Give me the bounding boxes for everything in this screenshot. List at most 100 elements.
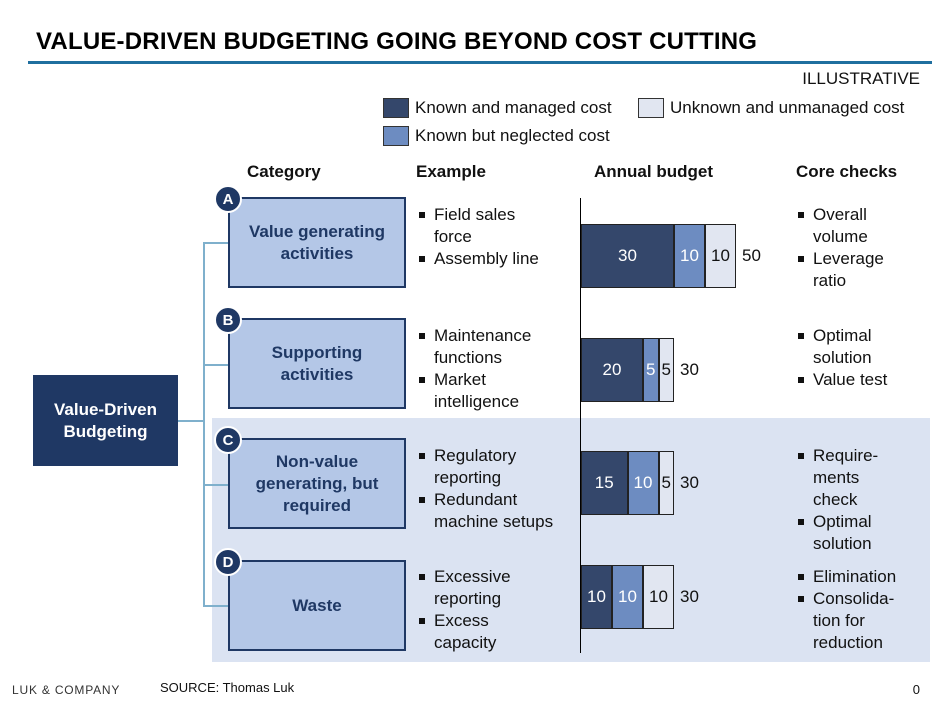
core-check-item: Value test [796,369,887,391]
core-check-item: Consolida-tion for reduction [796,588,896,654]
budget-bar-b: 20 5 5 [581,338,674,402]
category-label-line: generating, but [255,473,379,493]
bar-segment-unknown-unmanaged: 10 [643,565,674,629]
example-item-line: Maintenance [434,326,532,345]
bar-segment-known-neglected: 10 [612,565,643,629]
example-item: Market intelligence [417,369,531,413]
budget-axis-line [580,198,581,653]
core-check-line: ments [813,468,860,487]
core-check-item: Leverage ratio [796,248,884,292]
core-check-line: Leverage [813,249,884,268]
category-badge-b: B [214,306,242,334]
core-check-item: Optimal solution [796,511,878,555]
example-item-line: functions [434,348,503,367]
bar-segment-known-neglected: 10 [674,224,705,288]
source-note: SOURCE: Thomas Luk [160,680,295,695]
category-label-line: required [282,495,352,515]
core-check-line: tion for [813,611,865,630]
category-badge-d: D [214,548,242,576]
connector-d [203,605,229,607]
legend-swatch-known-neglected [383,126,409,146]
example-item-line: capacity [434,633,497,652]
bar-segment-known-managed: 30 [581,224,674,288]
core-check-item: Optimal solution [796,325,887,369]
connector-b [203,364,229,366]
category-badge-a: A [214,185,242,213]
core-check-line: volume [813,227,868,246]
legend-known-managed: Known and managed cost [383,98,612,118]
bar-segment-known-managed: 10 [581,565,612,629]
page-number: 0 [912,682,920,697]
category-label-line: Non-value [275,451,359,471]
core-check-line: Optimal [813,326,872,345]
core-checks-list-c: Require-ments check Optimal solution [796,445,878,555]
core-check-line: check [813,490,858,509]
root-label-line2: Budgeting [63,421,148,441]
example-item: Maintenance functions [417,325,531,369]
bar-segment-unknown-unmanaged: 5 [658,338,674,402]
core-check-item: Elimination [796,566,896,588]
core-check-line: Elimination [813,567,897,586]
core-check-line: Value test [813,370,888,389]
example-item: Regulatory reporting [417,445,553,489]
header-example: Example [416,162,486,181]
connector-c [203,484,229,486]
illustrative-tag: ILLUSTRATIVE [802,69,920,88]
example-item-line: Redundant [434,490,518,509]
category-label-line: Value generating [248,221,386,241]
core-check-line: Require- [813,446,879,465]
budget-total-label: 50 [742,246,761,265]
example-list-b: Maintenance functions Market intelligence [417,325,531,413]
example-item: Redundant machine setups [417,489,553,533]
category-box-c: Non-value generating, but required [228,438,406,529]
core-check-line: solution [813,348,872,367]
category-box-b: Supporting activities [228,318,406,409]
example-item: Excessive reporting [417,566,511,610]
example-item-line: force [434,227,472,246]
category-box-a: Value generating activities [228,197,406,288]
example-item-line: reporting [434,468,502,487]
example-item-line: Market [434,370,486,389]
example-item-line: Regulatory [434,446,517,465]
budget-total-label: 30 [680,473,699,492]
bar-segment-known-neglected: 10 [627,451,659,515]
connector-trunk [203,242,205,606]
page-title: VALUE-DRIVEN BUDGETING GOING BEYOND COST… [36,28,758,55]
legend-known-neglected: Known but neglected cost [383,126,610,146]
budget-bar-a: 30 10 10 [581,224,736,288]
example-list-d: Excessive reporting Excess capacity [417,566,511,654]
core-check-line: ratio [813,271,847,290]
header-category: Category [247,162,321,181]
example-item-line: Excessive [434,567,511,586]
core-check-item: Require-ments check [796,445,878,511]
example-item: Assembly line [417,248,539,270]
legend-swatch-unknown-unmanaged [638,98,664,118]
bar-segment-known-managed: 15 [581,451,628,515]
example-item-line: machine setups [434,512,554,531]
company-logo: LUK & COMPANY [12,683,121,697]
core-check-line: reduction [813,633,883,652]
budget-total-label: 30 [680,587,699,606]
budget-bar-c: 15 10 5 [581,451,674,515]
bar-segment-known-neglected: 5 [643,338,659,402]
header-annual-budget: Annual budget [594,162,713,181]
core-check-line: Optimal [813,512,872,531]
bar-segment-known-managed: 20 [581,338,643,402]
example-item-line: Assembly line [434,249,539,268]
category-badge-c: C [214,426,242,454]
core-check-item: Overall volume [796,204,884,248]
example-item-line: intelligence [434,392,520,411]
example-item: Excess capacity [417,610,511,654]
category-box-d: Waste [228,560,406,651]
bar-segment-unknown-unmanaged: 5 [658,451,674,515]
example-list-c: Regulatory reporting Redundant machine setu… [417,445,553,533]
budget-total-label: 30 [680,360,699,379]
core-checks-list-b: Optimal solution Value test [796,325,887,391]
core-checks-list-d: Elimination Consolida-tion for reduction [796,566,896,654]
root-value-driven-budgeting: Value-Driven Budgeting [33,375,178,466]
category-label-line: activities [280,364,354,384]
core-checks-list-a: Overall volume Leverage ratio [796,204,884,292]
legend-label-unknown-unmanaged: Unknown and unmanaged cost [670,98,905,117]
title-underline [28,61,932,64]
core-check-line: Overall [813,205,867,224]
